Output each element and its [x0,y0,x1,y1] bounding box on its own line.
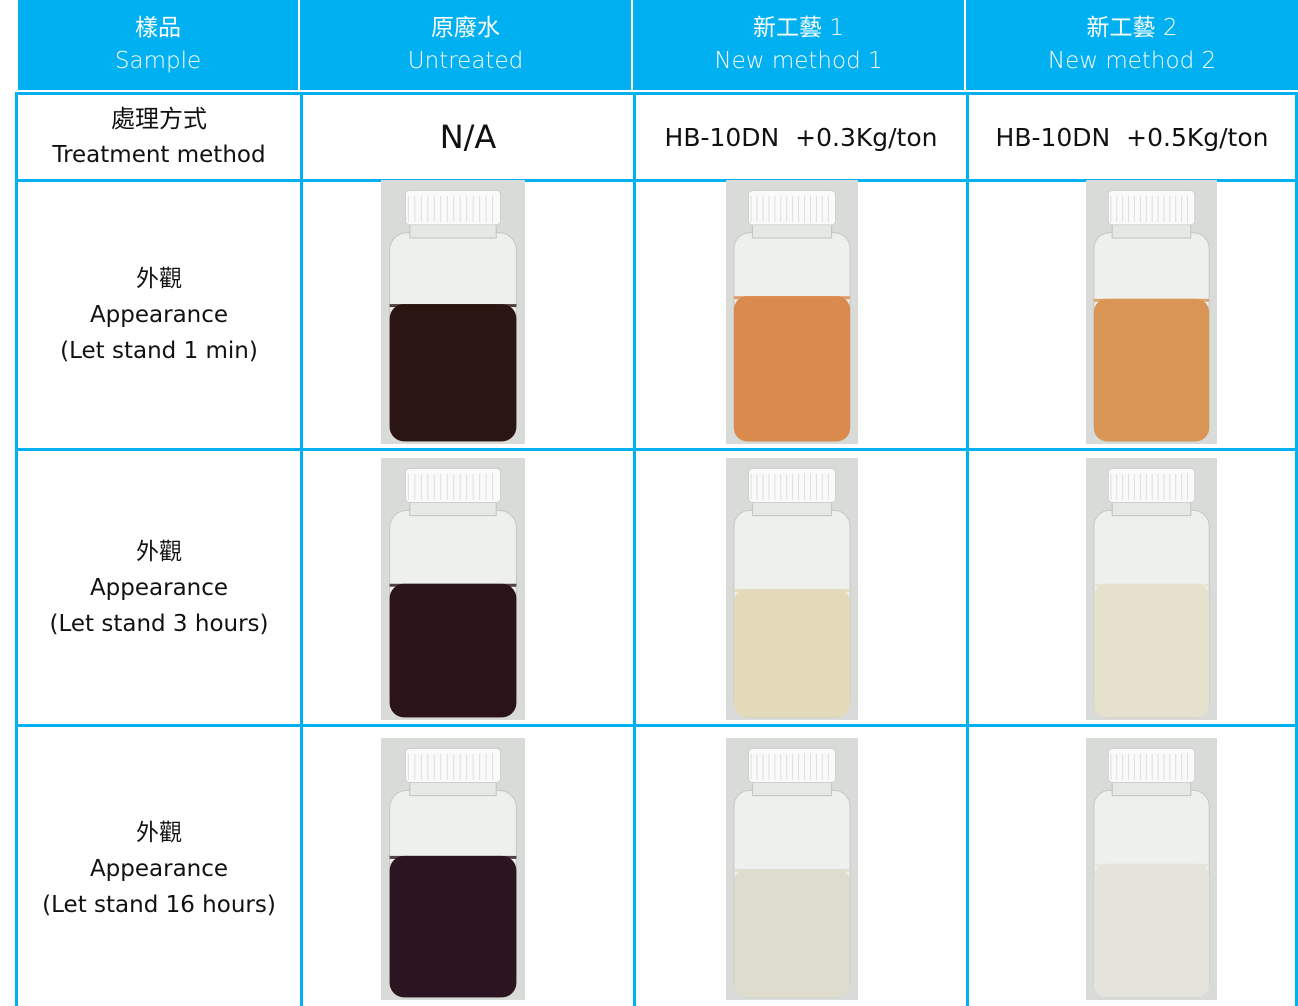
header-en: Untreated [407,48,524,74]
header-en: Sample [114,48,202,74]
label-line: 處理方式 [111,105,207,133]
label-line: 外觀 [136,819,182,846]
bottle-photo [381,180,525,444]
label-line: Appearance [89,855,229,882]
header-en: New method 1 [714,48,883,74]
header-cell: 樣品 Sample [18,0,298,90]
header-cell: 新工藝 1 New method 1 [633,0,964,90]
cell-text: HB-10DN +0.3Kg/ton [664,122,938,152]
label-line: (Let stand 3 hours) [49,610,269,637]
header-cell: 原廢水 Untreated [300,0,631,90]
row-label: 處理方式 Treatment method [15,92,303,182]
table-cell: HB-10DN +0.3Kg/ton [633,92,969,182]
label-line: Appearance [89,302,229,328]
cell-text: N/A [439,118,497,156]
row-label: 外觀 Appearance (Let stand 3 hours) [15,448,303,727]
header-zh: 樣品 [135,15,181,41]
header-en: New method 2 [1047,48,1217,74]
table-cell [966,724,1298,1006]
table-cell: HB-10DN +0.5Kg/ton [966,92,1298,182]
bottle-photo [1086,458,1217,720]
row-label: 外觀 Appearance (Let stand 16 hours) [15,724,303,1006]
header-zh: 新工藝 2 [1086,15,1178,41]
header-zh: 原廢水 [431,15,500,41]
label-line: (Let stand 1 min) [60,338,258,364]
cell-text: HB-10DN +0.5Kg/ton [995,122,1269,152]
header-zh: 新工藝 1 [753,15,844,41]
bottle-photo [726,180,858,444]
header-cell: 新工藝 2 New method 2 [966,0,1298,90]
bottle-photo [726,738,858,1000]
table-cell: N/A [300,92,636,182]
label-line: (Let stand 16 hours) [42,891,276,918]
label-line: 外觀 [136,538,182,565]
bottle-photo [1086,738,1217,1000]
label-line: Treatment method [52,142,266,168]
bottle-photo [1086,180,1217,444]
bottle-photo [381,458,525,720]
bottle-photo [381,738,525,1000]
bottle-photo [726,458,858,720]
label-line: 外觀 [136,266,182,292]
row-label: 外觀 Appearance (Let stand 1 min) [15,179,303,451]
label-line: Appearance [89,574,229,601]
